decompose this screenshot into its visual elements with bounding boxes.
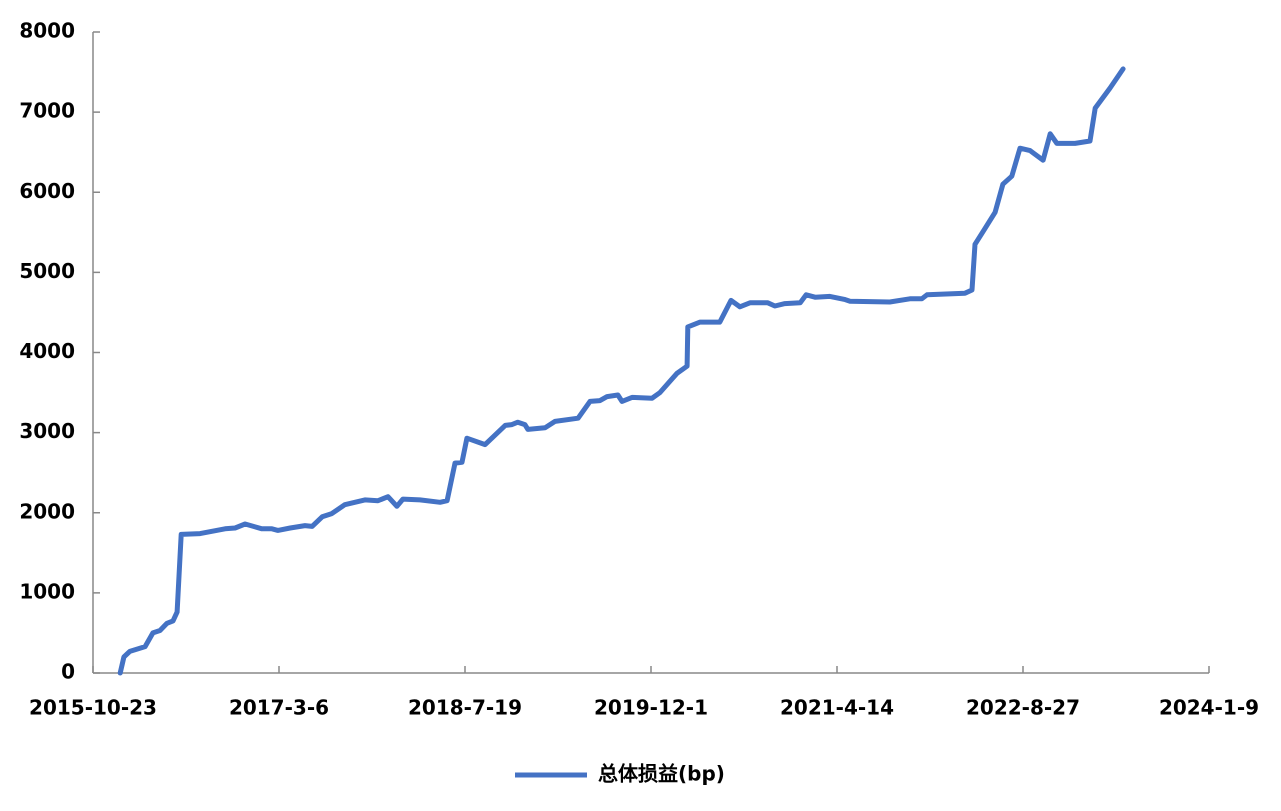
x-tick-label: 2019-12-1 [594, 696, 708, 720]
x-tick-label: 2018-7-19 [408, 696, 522, 720]
y-tick-label: 4000 [19, 339, 75, 363]
legend-label: 总体损益(bp) [598, 762, 725, 786]
x-tick-label: 2017-3-6 [229, 696, 329, 720]
x-tick-label: 2015-10-23 [29, 696, 157, 720]
x-tick-label: 2022-8-27 [966, 696, 1080, 720]
y-tick-label: 2000 [19, 499, 75, 523]
y-tick-label: 1000 [19, 579, 75, 603]
y-tick-label: 0 [61, 660, 75, 684]
y-tick-label: 7000 [19, 99, 75, 123]
x-tick-label: 2021-4-14 [780, 696, 894, 720]
y-tick-label: 5000 [19, 259, 75, 283]
line [117, 66, 1126, 676]
y-tick-label: 3000 [19, 419, 75, 443]
y-tick-label: 6000 [19, 179, 75, 203]
y-tick-label: 8000 [19, 19, 75, 43]
x-tick-label: 2024-1-9 [1159, 696, 1259, 720]
